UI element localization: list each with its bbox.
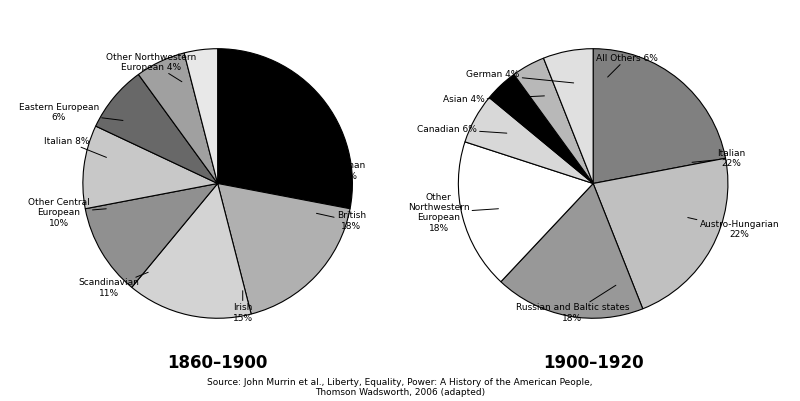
Wedge shape xyxy=(218,184,350,314)
Text: Other Central
European
10%: Other Central European 10% xyxy=(28,198,106,228)
Wedge shape xyxy=(465,97,593,184)
Wedge shape xyxy=(514,58,593,184)
Wedge shape xyxy=(593,49,726,184)
Text: Italian
22%: Italian 22% xyxy=(692,149,745,168)
Title: 1860–1900: 1860–1900 xyxy=(167,354,268,372)
Wedge shape xyxy=(184,49,218,184)
Text: All Others 6%: All Others 6% xyxy=(596,54,658,77)
Wedge shape xyxy=(501,184,642,318)
Text: Other
Northwestern
European
18%: Other Northwestern European 18% xyxy=(408,192,498,233)
Wedge shape xyxy=(96,75,218,184)
Text: Scandinavian
11%: Scandinavian 11% xyxy=(78,272,148,298)
Wedge shape xyxy=(593,158,728,309)
Text: Source: John Murrin et al., Liberty, Equality, Power: A History of the American : Source: John Murrin et al., Liberty, Equ… xyxy=(207,378,593,397)
Text: Eastern European
6%: Eastern European 6% xyxy=(18,103,123,122)
Wedge shape xyxy=(138,53,218,184)
Text: Irish
15%: Irish 15% xyxy=(233,291,253,323)
Text: Other Northwestern
European 4%: Other Northwestern European 4% xyxy=(106,53,196,82)
Wedge shape xyxy=(543,49,593,184)
Text: Austro-Hungarian
22%: Austro-Hungarian 22% xyxy=(688,217,779,239)
Wedge shape xyxy=(218,49,353,209)
Title: 1900–1920: 1900–1920 xyxy=(543,354,643,372)
Text: British
18%: British 18% xyxy=(317,211,366,231)
Text: Asian 4%: Asian 4% xyxy=(442,95,545,104)
Wedge shape xyxy=(86,184,218,288)
Text: German 4%: German 4% xyxy=(466,70,574,83)
Wedge shape xyxy=(490,75,593,184)
Text: Russian and Baltic states
18%: Russian and Baltic states 18% xyxy=(515,285,629,323)
Text: Canadian 6%: Canadian 6% xyxy=(417,125,507,134)
Text: German
28%: German 28% xyxy=(317,161,366,180)
Wedge shape xyxy=(83,126,218,209)
Wedge shape xyxy=(132,184,251,318)
Wedge shape xyxy=(458,142,593,282)
Text: Italian 8%: Italian 8% xyxy=(45,137,106,157)
